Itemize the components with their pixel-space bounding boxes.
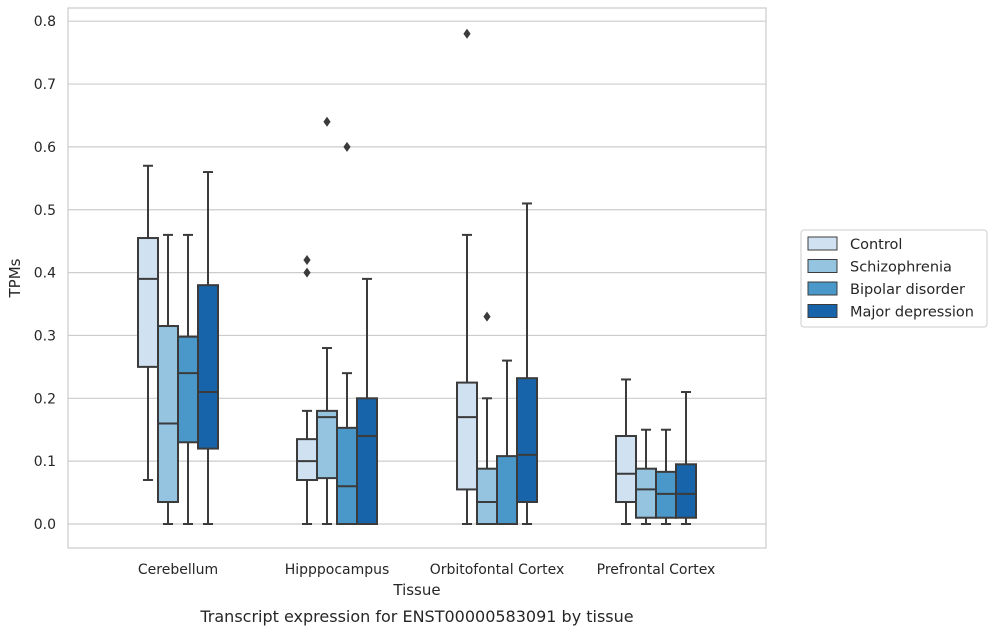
x-tick-label: Orbitofontal Cortex <box>430 562 565 578</box>
legend-swatch <box>807 236 838 251</box>
y-tick-label: 0.2 <box>34 391 56 407</box>
outlier-point <box>343 141 351 152</box>
legend-frame <box>800 229 988 328</box>
box-iqr <box>456 381 478 491</box>
legend-label: Control <box>850 237 902 253</box>
box-group <box>316 116 338 525</box>
box-plot-series <box>137 28 697 526</box>
box-iqr <box>476 467 498 525</box>
outlier-point <box>463 28 471 39</box>
box-group <box>336 141 358 526</box>
box-group <box>456 28 478 525</box>
y-tick-label: 0.3 <box>34 328 56 344</box>
box-iqr <box>137 237 159 368</box>
box-iqr <box>197 284 219 450</box>
box-group <box>157 233 179 525</box>
box-iqr <box>615 435 637 504</box>
y-tick-label: 0.6 <box>34 140 56 156</box>
box-group <box>476 311 498 525</box>
box-iqr <box>516 377 538 504</box>
box-iqr <box>496 455 518 526</box>
y-axis-title: TPMs <box>6 258 24 298</box>
box-group <box>675 391 697 525</box>
outlier-point <box>483 311 491 322</box>
box-iqr <box>635 467 657 519</box>
legend-swatch <box>807 259 838 273</box>
box-iqr <box>356 397 378 525</box>
box-group <box>516 202 538 525</box>
box-group <box>296 255 318 525</box>
box-group <box>655 428 677 525</box>
x-tick-label: Cerebellum <box>138 562 218 578</box>
y-tick-label: 0.1 <box>34 454 56 470</box>
outlier-point <box>303 255 311 266</box>
box-group <box>356 277 378 525</box>
box-iqr <box>177 335 199 444</box>
legend-label: Major depression <box>850 305 974 321</box>
y-tick-label: 0.7 <box>34 77 56 93</box>
outlier-point <box>303 267 311 278</box>
chart-caption: Transcript expression for ENST0000058309… <box>199 607 633 626</box>
box-iqr <box>675 463 697 519</box>
box-group <box>177 233 199 525</box>
legend-label: Schizophrenia <box>850 260 952 276</box>
x-axis-ticks: Cerebellum Hipppocampus Orbitofontal Corte… <box>138 562 715 578</box>
plot-frame <box>67 7 767 549</box>
box-iqr <box>336 426 358 526</box>
box-group <box>496 359 518 526</box>
y-tick-label: 0.5 <box>34 203 56 219</box>
legend: Control Schizophrenia Bipolar disorder Majo… <box>800 229 988 328</box>
legend-swatch <box>807 281 838 296</box>
x-tick-label: Hipppocampus <box>285 562 390 578</box>
x-tick-label: Prefrontal Cortex <box>597 562 716 578</box>
box-group <box>197 171 219 525</box>
outlier-point <box>323 116 331 127</box>
y-axis-ticks: 0.0 0.1 0.2 0.3 0.4 0.5 0.6 0.7 0.8 <box>34 14 56 533</box>
legend-swatch <box>807 304 838 318</box>
box-iqr <box>316 409 338 480</box>
y-tick-label: 0.8 <box>34 14 56 30</box>
y-tick-label: 0.0 <box>34 517 56 533</box>
box-group <box>137 164 159 482</box>
box-iqr <box>157 325 179 504</box>
legend-label: Bipolar disorder <box>850 282 965 298</box>
box-group <box>635 428 657 525</box>
box-group <box>615 378 637 525</box>
x-axis-title: Tissue <box>392 581 440 599</box>
box-iqr <box>296 438 318 482</box>
y-tick-label: 0.4 <box>34 266 56 282</box>
